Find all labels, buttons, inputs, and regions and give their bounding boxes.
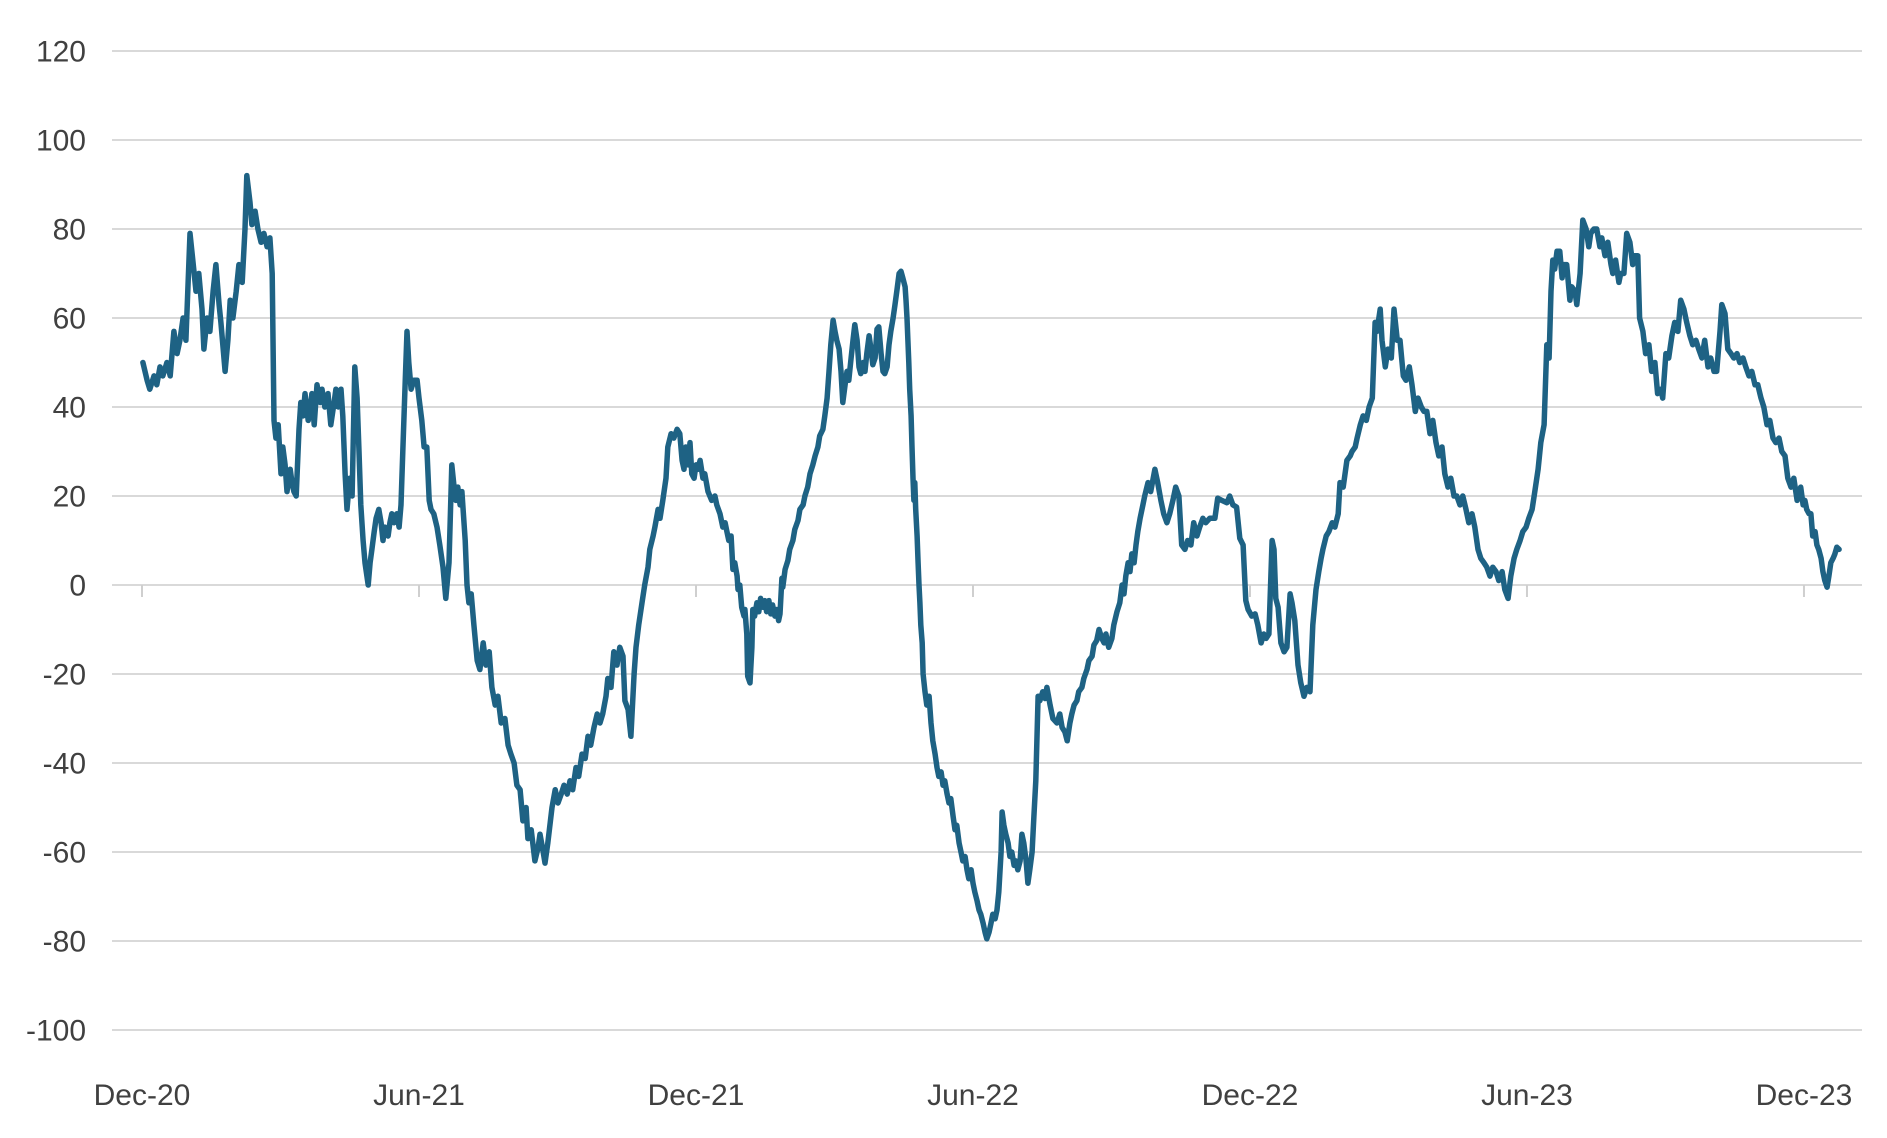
y-tick-label-0: 0 [69, 570, 86, 603]
y-tick-label-20: 20 [53, 481, 86, 514]
x-axis-ticks [141, 585, 1805, 597]
y-tick-label-80: 80 [53, 214, 86, 247]
x-tick-label-Dec-22: Dec-22 [1202, 1079, 1299, 1112]
y-tick-label--80: -80 [43, 926, 86, 959]
y-tick-label--20: -20 [43, 659, 86, 692]
y-tick-label--40: -40 [43, 748, 86, 781]
y-tick-label-40: 40 [53, 392, 86, 425]
x-tick-label-Dec-21: Dec-21 [648, 1079, 745, 1112]
y-tick-label-60: 60 [53, 303, 86, 336]
y-tick-label--60: -60 [43, 837, 86, 870]
y-tick-label--100: -100 [26, 1015, 86, 1048]
x-tick-label-Dec-23: Dec-23 [1756, 1079, 1853, 1112]
x-tick-label-Jun-21: Jun-21 [373, 1079, 465, 1112]
y-tick-label-100: 100 [36, 125, 86, 158]
x-tick-label-Dec-20: Dec-20 [94, 1079, 191, 1112]
data-series-line [140, 172, 1842, 942]
x-axis-tick-labels: Dec-20 Jun-21 Dec-21 Jun-22 Dec-22 Jun-23 Dec-… [94, 1079, 1853, 1112]
y-tick-label-120: 120 [36, 36, 86, 69]
y-axis-tick-labels: 120 100 80 60 40 20 0 -20 -40 -60 -80 -100 [26, 36, 86, 1048]
x-tick-label-Jun-23: Jun-23 [1481, 1079, 1573, 1112]
x-tick-label-Jun-22: Jun-22 [927, 1079, 1019, 1112]
